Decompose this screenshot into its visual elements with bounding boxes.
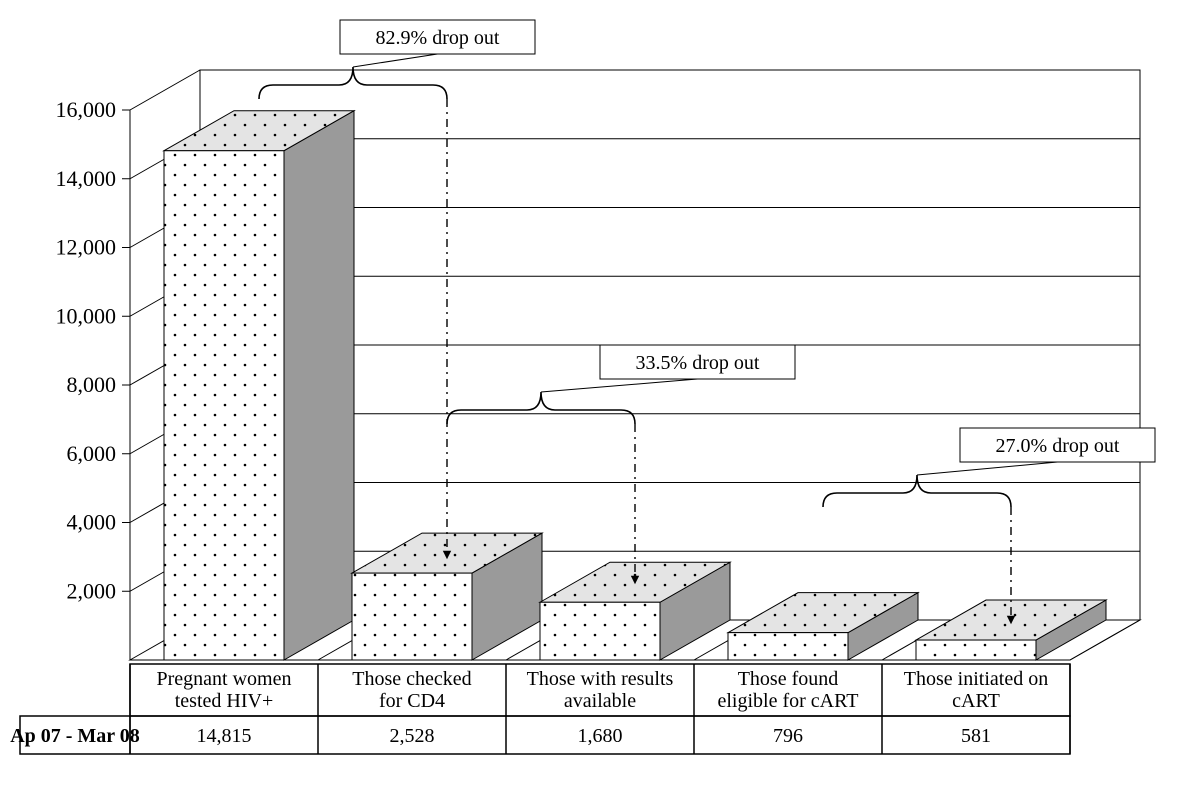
category-label: Those initiated oncART — [904, 668, 1048, 712]
data-table: Pregnant womentested HIV+ Those checkedfo… — [10, 664, 1070, 754]
category-label: Those foundeligible for cART — [718, 668, 859, 712]
category-label: Those with resultsavailable — [527, 668, 674, 712]
category-label: Pregnant womentested HIV+ — [157, 668, 292, 712]
y-tick-label: 14,000 — [56, 166, 117, 191]
callout-label: 33.5% drop out — [636, 352, 760, 374]
y-axis: 2,000 4,000 6,000 8,000 10,000 12,000 14,000 16… — [56, 97, 117, 603]
y-tick-label: 4,000 — [67, 510, 117, 535]
value-label: 796 — [773, 725, 803, 747]
callout-label: 27.0% drop out — [996, 435, 1120, 457]
y-tick-label: 12,000 — [56, 235, 117, 260]
value-label: 581 — [961, 725, 991, 747]
value-label: 2,528 — [390, 725, 435, 747]
category-label: Those checkedfor CD4 — [352, 668, 471, 712]
y-tick-label: 2,000 — [67, 578, 117, 603]
dropout-bar-chart: 2,000 4,000 6,000 8,000 10,000 12,000 14,000 16… — [0, 0, 1200, 804]
y-tick-label: 10,000 — [56, 303, 117, 328]
bar — [164, 111, 354, 660]
y-tick-label: 16,000 — [56, 97, 117, 122]
value-label: 14,815 — [197, 725, 252, 747]
row-label: Ap 07 - Mar 08 — [10, 725, 140, 747]
value-label: 1,680 — [578, 725, 623, 747]
callout-label: 82.9% drop out — [376, 27, 500, 49]
y-tick-label: 8,000 — [67, 372, 117, 397]
y-tick-label: 6,000 — [67, 441, 117, 466]
